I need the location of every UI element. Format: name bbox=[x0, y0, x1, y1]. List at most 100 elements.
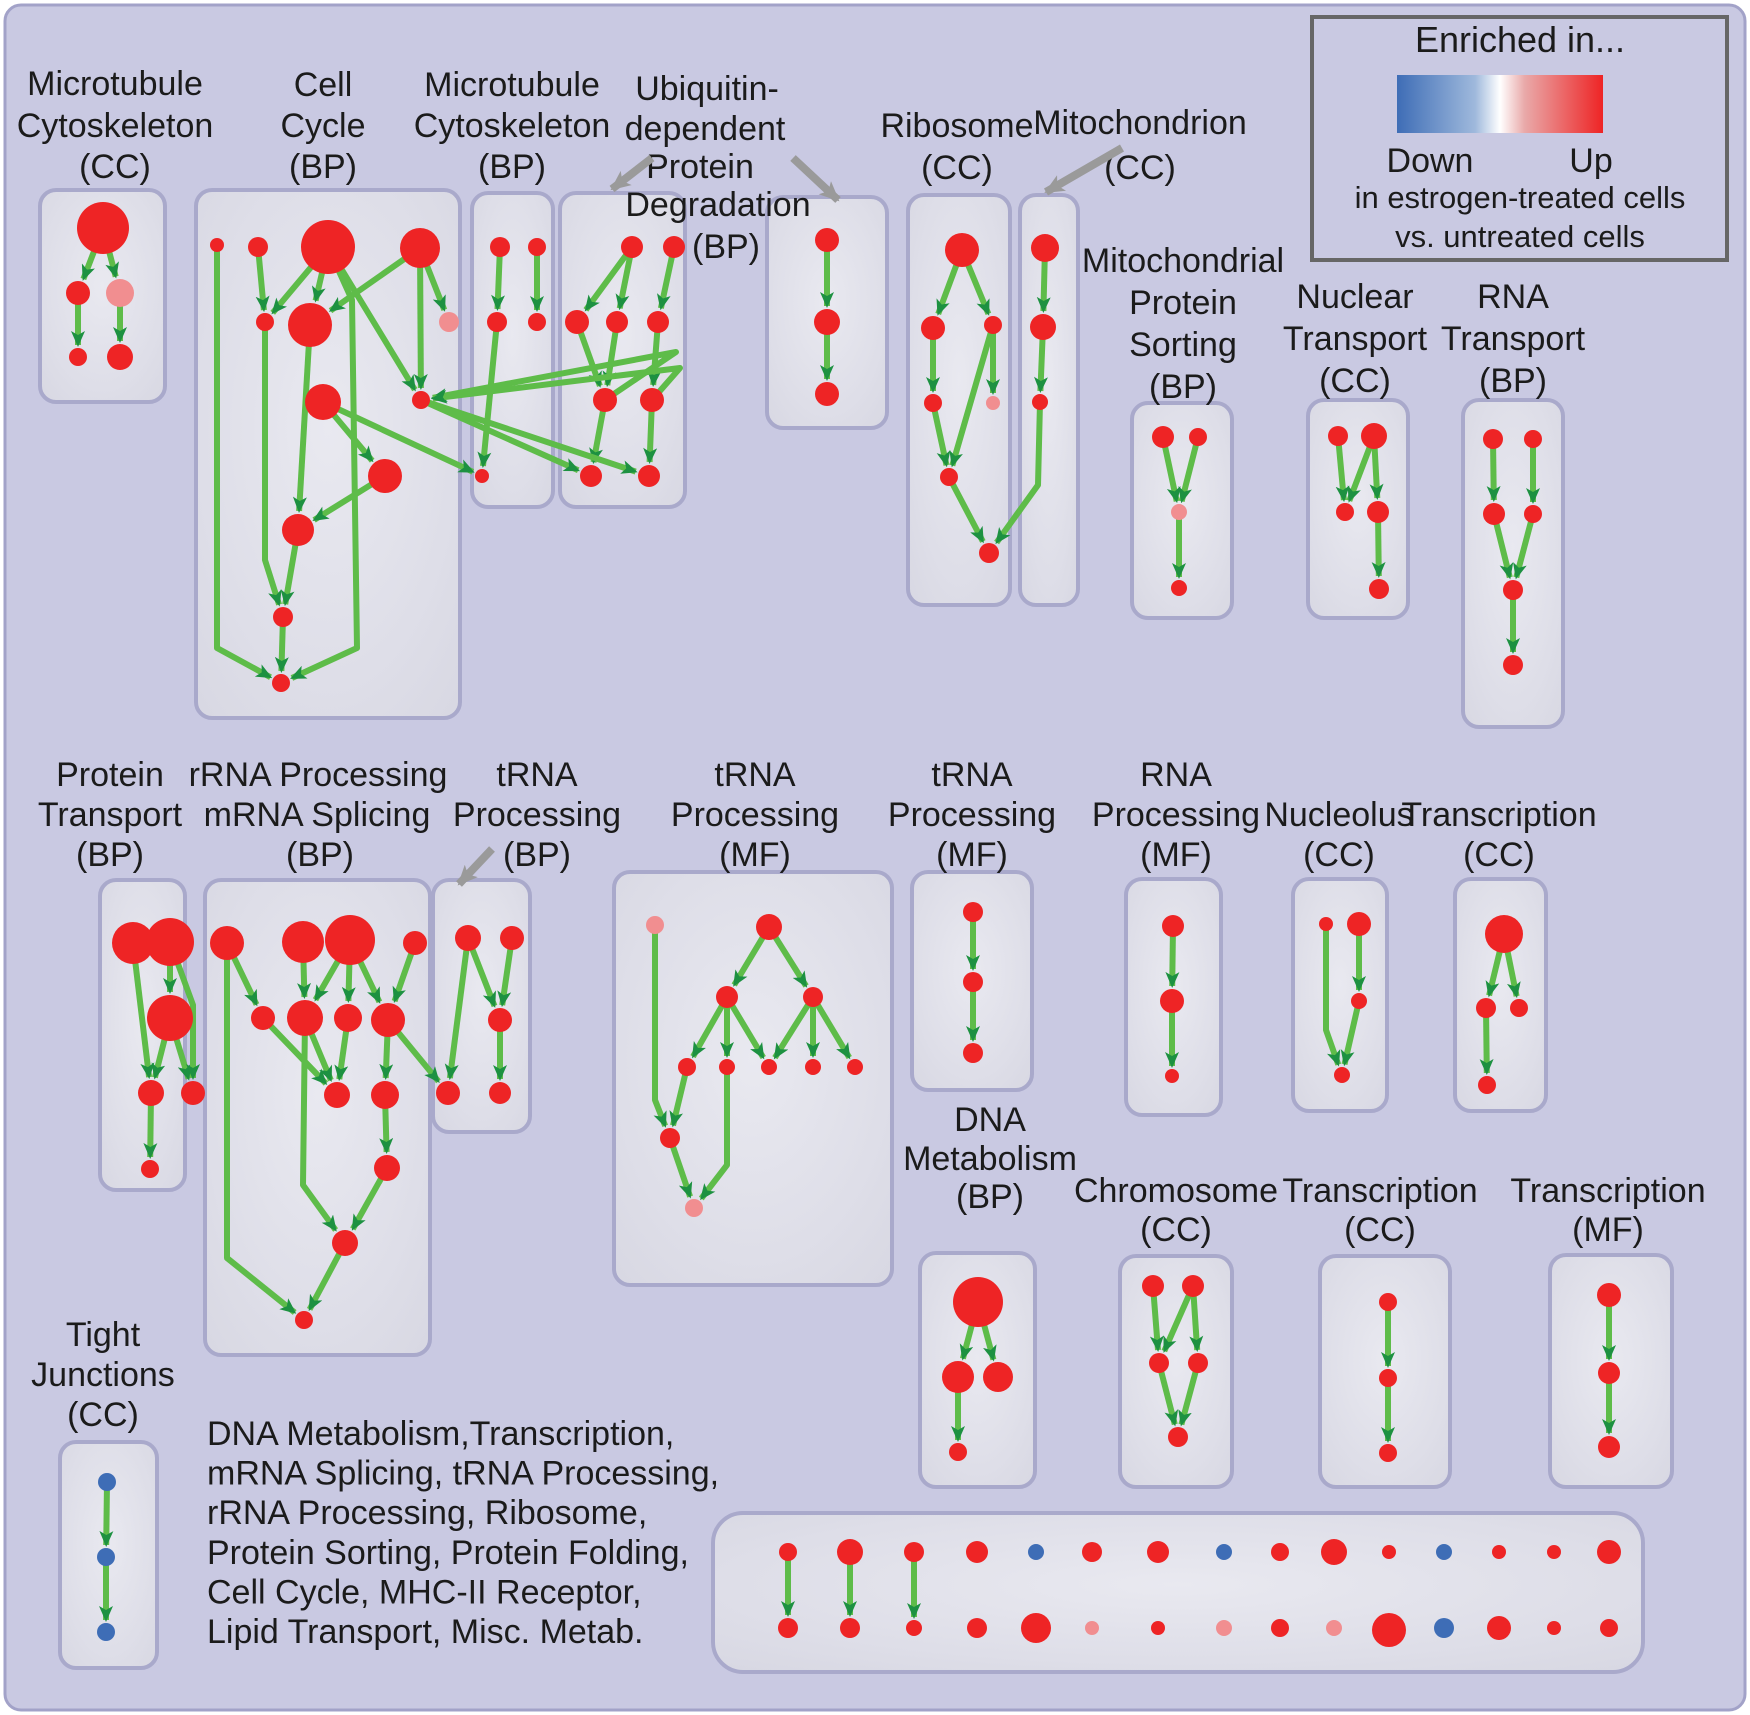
cluster-label-mito-sort: Mitochondrial bbox=[1082, 242, 1284, 280]
edge-cell-cycle bbox=[255, 246, 270, 313]
go-term-node bbox=[1382, 1545, 1396, 1559]
go-term-node bbox=[847, 1059, 863, 1075]
cluster-label-trna-mf-lg: (MF) bbox=[719, 836, 791, 874]
edge-trna-mf-lg bbox=[669, 1066, 690, 1128]
edge-nuc-transport bbox=[1335, 435, 1350, 503]
legend-note-line2: vs. untreated cells bbox=[1395, 219, 1645, 254]
go-term-node bbox=[979, 543, 999, 563]
cluster-label-trna-bp: tRNA bbox=[496, 756, 578, 794]
annotations-layer: DNA Metabolism,Transcription,mRNA Splici… bbox=[207, 144, 1125, 1651]
go-term-node bbox=[1598, 1362, 1620, 1384]
go-term-node bbox=[332, 1230, 358, 1256]
go-term-node bbox=[967, 1618, 987, 1638]
go-term-node bbox=[1524, 430, 1542, 448]
cluster-label-trna-mf-sm: (MF) bbox=[936, 836, 1008, 874]
cluster-label-mt-cyto-cc: (CC) bbox=[79, 148, 151, 186]
go-term-node bbox=[1361, 423, 1387, 449]
legend-box bbox=[1310, 15, 1729, 262]
cluster-label-trna-mf-sm: tRNA bbox=[931, 756, 1013, 794]
go-term-node bbox=[400, 228, 440, 268]
go-term-node bbox=[1503, 655, 1523, 675]
edge-cell-cycle bbox=[292, 324, 313, 513]
go-term-node bbox=[1483, 503, 1505, 525]
go-term-node bbox=[69, 348, 87, 366]
edge-rrna bbox=[224, 943, 297, 1315]
go-term-node bbox=[1271, 1543, 1289, 1561]
edge-nucleolus bbox=[1323, 924, 1342, 1067]
go-term-node bbox=[1510, 999, 1528, 1017]
go-term-node bbox=[181, 1081, 205, 1105]
go-term-node bbox=[334, 1004, 362, 1032]
cluster-label-rna-proc-mf: (MF) bbox=[1140, 836, 1212, 874]
go-term-node bbox=[1483, 429, 1503, 449]
go-term-node bbox=[1434, 1618, 1454, 1638]
cross-edge bbox=[430, 349, 679, 403]
go-term-node bbox=[1085, 1621, 1099, 1635]
network-nodes-layer bbox=[66, 202, 1621, 1647]
edge-trna-mf-lg bbox=[652, 925, 668, 1128]
cluster-label-ubiq: Ubiquitin- bbox=[635, 70, 779, 108]
mitochondrion-pointer bbox=[1043, 144, 1125, 196]
go-term-node bbox=[640, 388, 664, 412]
go-term-node bbox=[940, 468, 958, 486]
go-term-node bbox=[1326, 1620, 1342, 1636]
go-term-node bbox=[371, 1003, 405, 1037]
go-term-node bbox=[1351, 993, 1367, 1009]
go-term-node bbox=[301, 220, 355, 274]
go-term-node bbox=[1160, 989, 1184, 1013]
go-term-node bbox=[983, 1362, 1013, 1392]
ubiquitin-left-pointer bbox=[609, 154, 655, 193]
go-term-node bbox=[921, 316, 945, 340]
legend-note-line1: in estrogen-treated cells bbox=[1355, 180, 1686, 215]
cluster-label-protein-transport: (BP) bbox=[76, 836, 144, 874]
edge-trna-mf-lg bbox=[667, 1137, 693, 1199]
go-term-node bbox=[815, 228, 839, 252]
edge-trna-mf-lg bbox=[772, 995, 816, 1060]
go-term-node bbox=[138, 1080, 164, 1106]
go-term-node bbox=[647, 311, 669, 333]
go-term-node bbox=[1524, 505, 1542, 523]
cluster-label-cell-cycle: Cell bbox=[294, 66, 353, 104]
cluster-label-transcription-cc2: Transcription bbox=[1282, 1172, 1477, 1210]
go-term-node bbox=[945, 233, 979, 267]
cluster-label-rrna: mRNA Splicing bbox=[204, 796, 431, 834]
go-term-node bbox=[805, 1059, 821, 1075]
edge-ribosome bbox=[946, 475, 986, 544]
shared-terms-text-line: rRNA Processing, Ribosome, bbox=[207, 1494, 647, 1532]
edge-nucleolus bbox=[1340, 1000, 1362, 1067]
go-term-node bbox=[1334, 1067, 1350, 1083]
legend-title: Enriched in... bbox=[1415, 19, 1625, 60]
cluster-label-nuc-transport: Transport bbox=[1283, 320, 1428, 358]
go-term-node bbox=[646, 916, 664, 934]
go-term-node bbox=[606, 311, 628, 333]
go-term-node bbox=[1031, 234, 1059, 262]
cluster-label-tight-junctions: Junctions bbox=[31, 1356, 175, 1394]
cluster-label-rna-transport: Transport bbox=[1441, 320, 1586, 358]
go-term-node bbox=[106, 279, 134, 307]
go-term-node bbox=[678, 1058, 696, 1076]
go-term-node bbox=[112, 922, 154, 964]
go-term-node bbox=[248, 237, 268, 257]
go-term-node bbox=[1216, 1544, 1232, 1560]
cluster-label-trna-bp: (BP) bbox=[503, 836, 571, 874]
shared-terms-text-line: mRNA Splicing, tRNA Processing, bbox=[207, 1455, 719, 1493]
go-term-node bbox=[1597, 1283, 1621, 1307]
go-term-node bbox=[439, 312, 459, 332]
go-term-node bbox=[924, 394, 942, 412]
edge-trna-bp bbox=[444, 937, 471, 1081]
cluster-label-rna-proc-mf: RNA bbox=[1140, 756, 1212, 794]
go-term-node bbox=[837, 1539, 863, 1565]
go-term-node bbox=[565, 310, 589, 334]
cluster-label-cell-cycle: Cycle bbox=[280, 107, 365, 145]
cluster-label-transcription-mf: (MF) bbox=[1572, 1211, 1644, 1249]
go-term-node bbox=[210, 926, 244, 960]
cluster-label-ribosome: (CC) bbox=[921, 149, 993, 187]
go-term-node bbox=[1547, 1545, 1561, 1559]
go-term-node bbox=[761, 1059, 777, 1075]
edge-chromosome bbox=[1161, 1284, 1196, 1353]
go-term-node bbox=[778, 1618, 798, 1638]
go-term-node bbox=[490, 237, 510, 257]
cluster-label-transcription-cc2: (CC) bbox=[1344, 1211, 1416, 1249]
